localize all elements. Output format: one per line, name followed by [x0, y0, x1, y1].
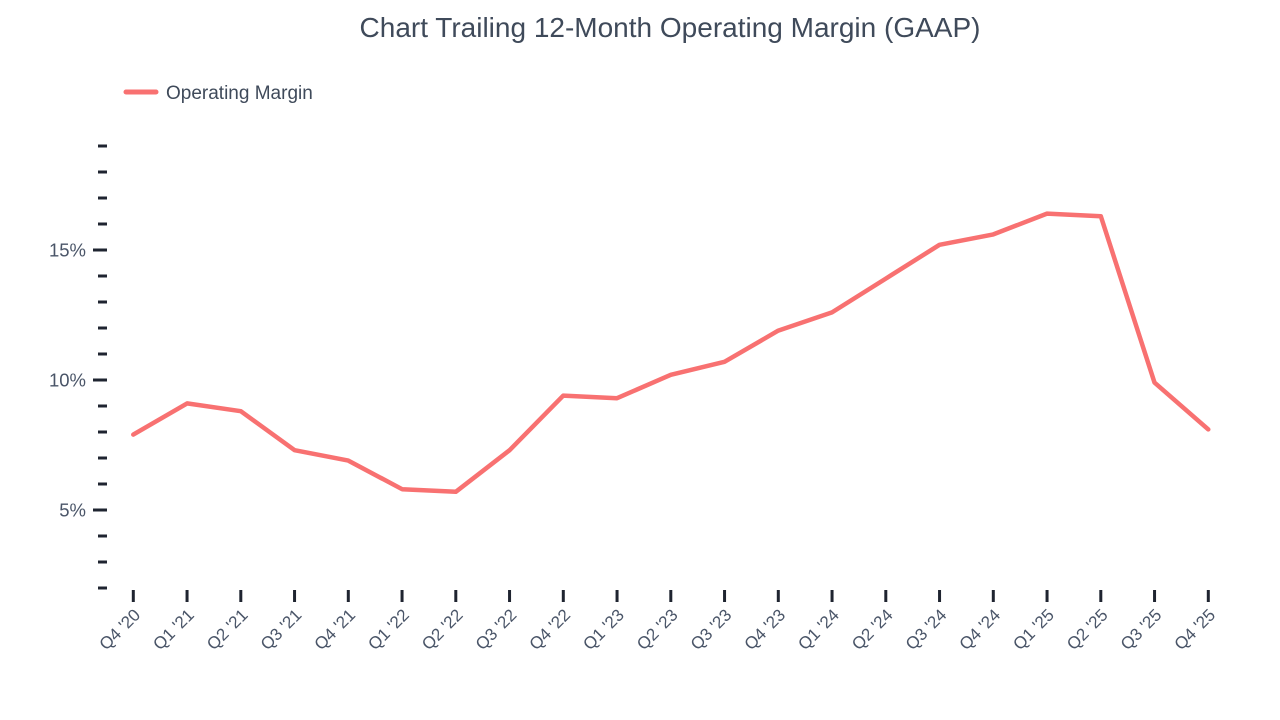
x-axis-tick-label: Q4 '23 [741, 605, 789, 653]
x-axis-tick-label: Q2 '24 [848, 605, 896, 653]
y-axis: 5% 10% 15% [49, 144, 107, 590]
x-axis-tick-label: Q2 '23 [633, 605, 681, 653]
series-layer [131, 211, 1211, 495]
legend: Operating Margin [123, 83, 313, 104]
x-axis-tick-label: Q4 '22 [526, 605, 574, 653]
y-axis-tick-label: 5% [59, 500, 86, 521]
x-axis: Q4 '20 Q1 '21 Q2 '21 Q3 '21 Q4 '21 Q1 '22 Q2 '… [96, 590, 1219, 654]
x-axis-tick-label: Q2 '25 [1063, 605, 1111, 653]
chart-title: Chart Trailing 12-Month Operating Margin… [360, 12, 981, 43]
y-axis-tick-label: 15% [49, 240, 86, 261]
x-axis-tick-label: Q3 '24 [902, 605, 950, 653]
x-axis-tick-label: Q2 '21 [203, 605, 251, 653]
x-axis-tick-label: Q1 '24 [794, 605, 842, 653]
x-axis-tick-label: Q4 '20 [96, 605, 144, 653]
x-axis-tick-label: Q4 '25 [1171, 605, 1219, 653]
x-axis-tick-label: Q1 '21 [149, 605, 197, 653]
y-axis-tick-label: 10% [49, 370, 86, 391]
x-axis-tick-label: Q4 '24 [956, 605, 1004, 653]
legend-item-label: Operating Margin [166, 83, 313, 104]
x-axis-tick-label: Q3 '22 [472, 605, 520, 653]
x-axis-tick-label: Q2 '22 [418, 605, 466, 653]
x-axis-tick-label: Q3 '21 [257, 605, 305, 653]
x-axis-tick-label: Q4 '21 [311, 605, 359, 653]
x-axis-tick-label: Q3 '25 [1117, 605, 1165, 653]
x-axis-tick-label: Q1 '22 [364, 605, 412, 653]
x-axis-tick-label: Q3 '23 [687, 605, 735, 653]
operating-margin-series-line [131, 211, 1211, 495]
x-axis-tick-label: Q1 '25 [1009, 605, 1057, 653]
x-axis-tick-label: Q1 '23 [579, 605, 627, 653]
